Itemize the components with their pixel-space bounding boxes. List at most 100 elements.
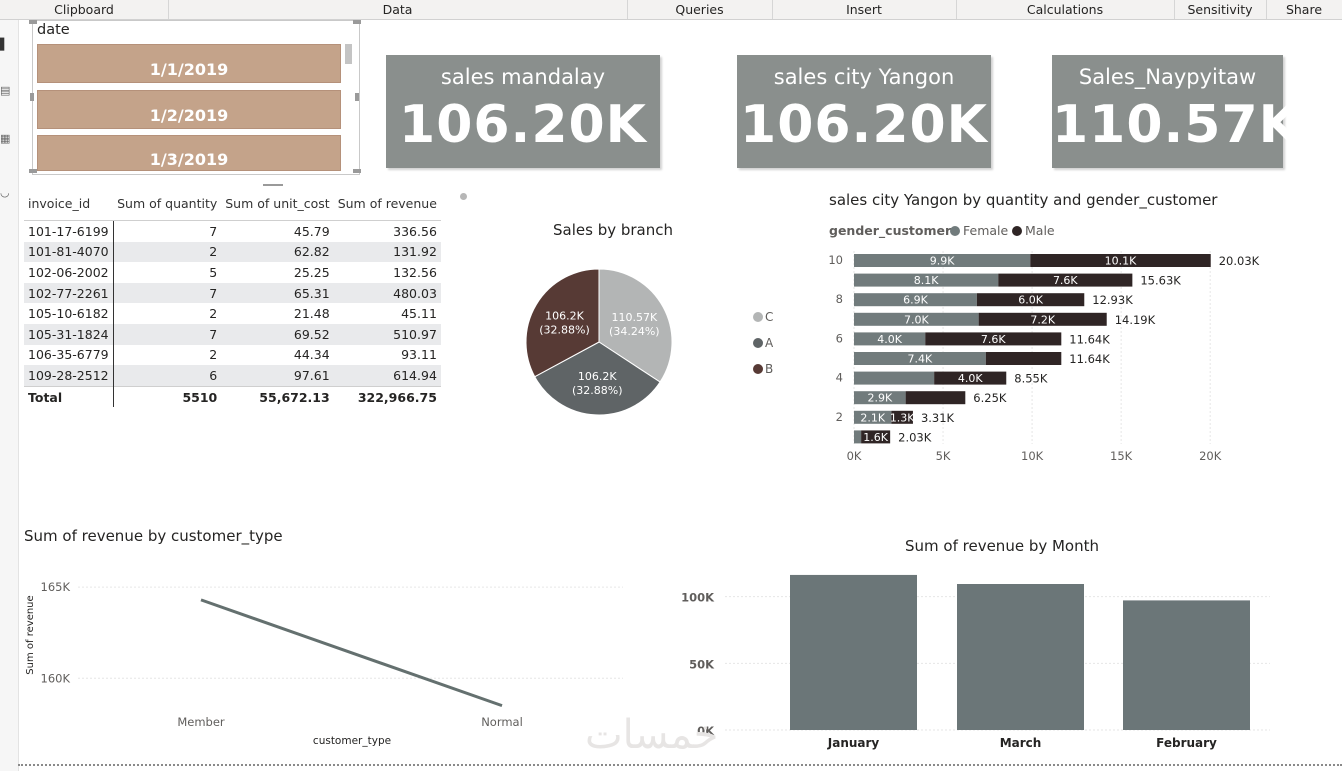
- resize-handle[interactable]: [355, 93, 359, 101]
- bar-label-female: 6.9K: [903, 294, 928, 307]
- legend-marker-male: [1012, 226, 1022, 236]
- table-cell: 2: [209, 306, 218, 322]
- table-row[interactable]: 102-06-2002 5 25.25 132.56: [24, 262, 441, 283]
- line-chart[interactable]: 165K 160K Member Normal customer_type Sum of …: [18, 560, 638, 750]
- legend-label-male: Male: [1025, 223, 1055, 238]
- x-axis-title: customer_type: [313, 735, 391, 747]
- ribbon-group-data[interactable]: Data: [168, 0, 628, 19]
- x-tick-label: 10K: [1021, 449, 1044, 463]
- card-value: 106.20K: [399, 95, 647, 155]
- dax-view-icon[interactable]: ◡: [0, 186, 10, 199]
- page-boundary: [18, 764, 1342, 766]
- bar-chart-title: sales city Yangon by quantity and gender…: [829, 191, 1218, 209]
- table-cell: 105-10-6182: [24, 303, 114, 324]
- y-tick-label: 4: [836, 371, 843, 385]
- y-axis-title: Sum of revenue: [25, 595, 36, 674]
- bar-female-3: [854, 391, 906, 405]
- pie-percent-label: (32.88%): [539, 323, 590, 336]
- ribbon-group-queries[interactable]: Queries: [627, 0, 773, 19]
- bar-label-male: 6.0K: [1018, 294, 1043, 307]
- card-title: sales city Yangon: [773, 65, 955, 89]
- card-sales-mandalay[interactable]: sales mandalay 106.20K: [386, 55, 660, 168]
- resize-handle[interactable]: [29, 169, 37, 173]
- table-total-row: Total 5510 55,672.13 322,966.75: [24, 385, 441, 408]
- table-cell: 45.79: [293, 223, 330, 239]
- table-row[interactable]: 105-31-1824 7 69.52 510.97: [24, 323, 441, 345]
- table-cell: 510.97: [333, 323, 441, 345]
- bar-male-2: [891, 410, 913, 424]
- slicer-item[interactable]: 1/1/2019: [37, 44, 341, 83]
- resize-handle[interactable]: [353, 169, 361, 173]
- resize-handle[interactable]: [353, 20, 361, 24]
- slicer-item[interactable]: 1/2/2019: [37, 90, 341, 129]
- bar-female-7: [854, 312, 979, 326]
- bar-female-6: [854, 332, 926, 346]
- ribbon-group-clipboard[interactable]: Clipboard: [0, 0, 169, 19]
- table-cell: 105-31-1824: [24, 323, 114, 345]
- table-view-icon[interactable]: ▤: [0, 84, 11, 97]
- x-tick-label: 20K: [1199, 449, 1222, 463]
- pie-slice-B[interactable]: [525, 268, 600, 378]
- bar-total-label: 20.03K: [1219, 254, 1260, 268]
- view-rail: ▌ ▤ ▦ ◡: [0, 20, 19, 771]
- bar-female-8: [854, 293, 977, 307]
- bar-male-4: [934, 371, 1007, 385]
- table-cell: 69.52: [221, 323, 334, 345]
- table-cell: 2: [209, 347, 218, 363]
- model-view-icon[interactable]: ▦: [0, 132, 11, 145]
- table-cell: 2: [113, 241, 222, 263]
- table-cell: 62.82: [221, 241, 334, 263]
- column-header[interactable]: Sum of quantity: [113, 186, 222, 221]
- bar-female-1: [854, 430, 862, 444]
- slicer-item[interactable]: 1/3/2019: [37, 135, 341, 171]
- y-tick-label: 100K: [681, 591, 715, 605]
- bar-label-male: 4.0K: [958, 372, 983, 385]
- table-cell: 6: [113, 365, 222, 387]
- date-slicer[interactable]: date 1/1/2019 1/2/2019 1/3/2019: [29, 20, 361, 186]
- resize-handle[interactable]: [263, 184, 283, 186]
- report-view-icon[interactable]: ▌: [0, 38, 9, 51]
- card-sales-naypyitaw[interactable]: Sales_Naypyitaw 110.57K: [1052, 55, 1299, 168]
- y-tick-label: 10: [828, 253, 843, 267]
- watermark: خمسات: [585, 712, 719, 758]
- bar-total-label: 6.25K: [973, 391, 1007, 405]
- table-row[interactable]: 101-81-4070 2 62.82 131.92: [24, 241, 441, 263]
- ribbon-group-calculations[interactable]: Calculations: [956, 0, 1175, 19]
- ribbon-group-sensitivity[interactable]: Sensitivity: [1174, 0, 1267, 19]
- bar-label-male: 7.6K: [981, 333, 1006, 346]
- column-header[interactable]: invoice_id: [24, 186, 114, 221]
- ribbon-group-insert[interactable]: Insert: [772, 0, 957, 19]
- bar-label-male: 7.2K: [1030, 313, 1055, 326]
- legend-title: gender_customer: [829, 223, 952, 239]
- card-sales-yangon[interactable]: sales city Yangon 106.20K: [737, 55, 991, 168]
- resize-handle[interactable]: [29, 20, 37, 24]
- bar-female-9: [854, 273, 999, 287]
- table-row[interactable]: 109-28-2512 6 97.61 614.94: [24, 365, 441, 387]
- bar-label-female: 7.0K: [904, 313, 929, 326]
- table-row[interactable]: 105-10-6182 2 21.48 45.11: [24, 303, 441, 324]
- x-tick-label: 15K: [1110, 449, 1133, 463]
- pie-chart[interactable]: 110.57K(34.24%)106.2K(32.88%)106.2K(32.8…: [500, 255, 700, 430]
- ribbon-group-share[interactable]: Share: [1285, 2, 1323, 17]
- bar-label-male: 7.6K: [1053, 274, 1078, 287]
- table-row[interactable]: 106-35-6779 2 44.34 93.11: [24, 344, 441, 366]
- x-tick-label: February: [1156, 736, 1217, 750]
- bar-female-10: [854, 254, 1031, 267]
- bar-label-female: 8.1K: [914, 274, 939, 287]
- visual-header-dot[interactable]: [460, 193, 467, 200]
- resize-handle[interactable]: [30, 93, 34, 101]
- table-row[interactable]: 102-77-2261 7 65.31 480.03: [24, 282, 441, 304]
- x-tick-label: 5K: [936, 449, 951, 463]
- x-tick-label: Member: [177, 715, 225, 729]
- slicer-scrollbar[interactable]: [345, 44, 352, 64]
- legend-label-A: A: [765, 336, 774, 350]
- pie-value-label: 110.57K: [611, 311, 657, 324]
- column-header[interactable]: Sum of revenue: [333, 186, 441, 221]
- invoice-table[interactable]: invoice_id Sum of quantity Sum of unit_c…: [24, 186, 441, 408]
- stacked-bar-chart[interactable]: gender_customer Female Male 0K 5K 10K 15K 20K 9.…: [822, 216, 1292, 466]
- total-cell: Total: [24, 385, 114, 408]
- column-chart[interactable]: 100K 50K 0K January March February: [680, 565, 1280, 755]
- table-cell: 5: [209, 264, 218, 280]
- column-header[interactable]: Sum of unit_cost: [221, 186, 334, 221]
- table-row[interactable]: 101-17-6199 7 45.79 336.56: [24, 220, 441, 242]
